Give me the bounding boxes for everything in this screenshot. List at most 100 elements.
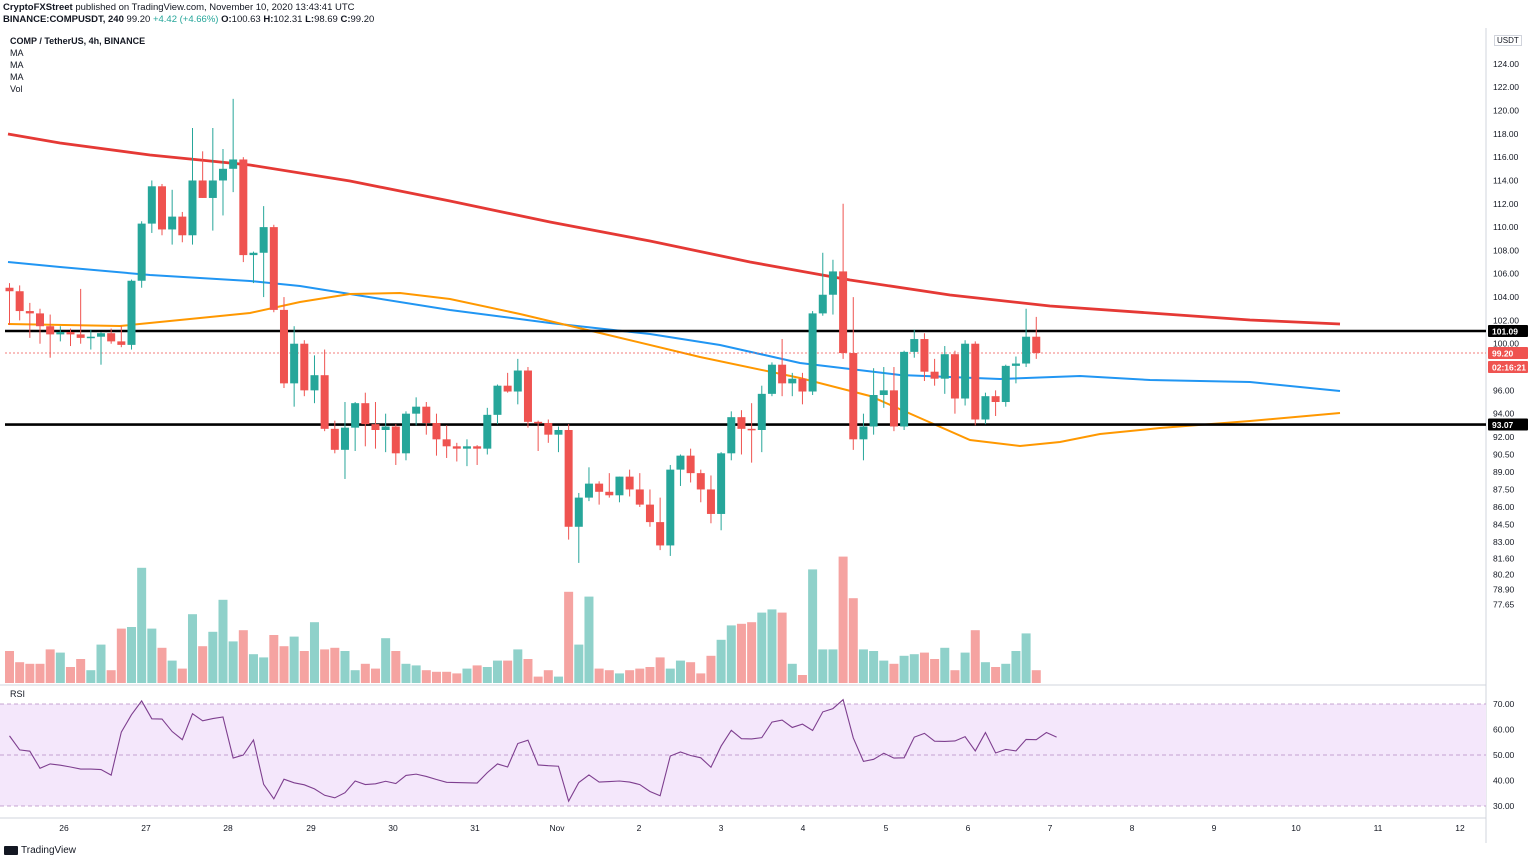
legend-vol[interactable]: Vol	[10, 84, 23, 94]
candle-body	[706, 489, 715, 514]
volume-bar	[950, 670, 960, 683]
price-tick: 102.00	[1493, 315, 1519, 325]
volume-bar	[187, 614, 197, 683]
rsi-line	[9, 698, 1057, 803]
support-resistance-lines	[5, 329, 1486, 426]
candle-body	[900, 351, 909, 427]
volume-bar	[665, 668, 675, 683]
candle-body	[249, 252, 258, 256]
time-tick: 5	[884, 823, 889, 833]
close-value: 99.20	[350, 14, 375, 25]
volume-bar	[604, 670, 614, 683]
candle-body	[300, 343, 309, 391]
volume-bar	[757, 612, 767, 683]
volume-bar	[391, 651, 401, 683]
candle-body	[46, 326, 55, 335]
volume-bar	[86, 670, 96, 683]
legend-ma-1[interactable]: MA	[10, 48, 24, 58]
candle-body	[96, 333, 105, 337]
low-label: L:	[305, 14, 315, 25]
ma-100-line	[7, 261, 1341, 392]
volume-bar	[228, 641, 238, 683]
candle-body	[198, 180, 207, 198]
rsi-label[interactable]: RSI	[10, 689, 26, 699]
legend-ma-3[interactable]: MA	[10, 72, 24, 82]
volume-bar	[716, 639, 726, 683]
volume-bar	[879, 660, 889, 683]
volume-bar	[238, 630, 248, 683]
price-tick: 110.00	[1493, 222, 1519, 232]
candle-body	[544, 422, 553, 435]
candle-body	[991, 396, 1000, 403]
price-badge-bg	[1488, 418, 1528, 431]
volume-bar	[574, 644, 584, 683]
currency-label[interactable]: USDT	[1494, 35, 1522, 46]
candle-body	[727, 417, 736, 454]
candle-body	[656, 522, 665, 546]
rsi-tick: 30.00	[1493, 801, 1515, 811]
volume-bar	[137, 567, 147, 683]
volume-bar	[808, 569, 818, 683]
candle-body	[920, 339, 929, 372]
volume-bar	[828, 649, 838, 683]
price-tick: 89.00	[1493, 467, 1515, 477]
price-tick: 108.00	[1493, 245, 1519, 255]
price-tick: 78.90	[1493, 585, 1515, 595]
time-tick: 3	[719, 823, 724, 833]
high-label: H:	[263, 14, 274, 25]
candle-body	[473, 446, 482, 449]
candle-body	[452, 446, 461, 449]
legend-pair[interactable]: COMP / TetherUS, 4h, BINANCE	[10, 36, 146, 46]
candle-body	[574, 497, 583, 527]
legend-ma-2[interactable]: MA	[10, 60, 24, 70]
volume-bar	[777, 612, 787, 683]
candle-body	[188, 180, 197, 236]
candle-body	[340, 427, 349, 450]
volume-bar	[899, 655, 909, 683]
candle-body	[625, 476, 634, 490]
price-tick: 116.00	[1493, 152, 1519, 162]
candle-body	[56, 332, 65, 335]
volume-bar	[167, 660, 177, 683]
time-tick: Nov	[549, 823, 565, 833]
ma-200-line	[7, 132, 1341, 326]
price-badges: 101.09 99.20 02:16:21 93.07	[1488, 325, 1528, 431]
price-badge-label: 02:16:21	[1492, 363, 1526, 373]
tradingview-brand: TradingView	[21, 845, 77, 856]
tradingview-logo[interactable]: TradingView	[4, 845, 76, 856]
open-label: O:	[221, 14, 232, 25]
publisher-name[interactable]: CryptoFXStreet	[3, 2, 73, 13]
volume-bar	[442, 671, 452, 683]
volume-bar	[248, 654, 258, 683]
candle-body	[788, 378, 797, 384]
time-tick: 4	[801, 823, 806, 833]
price-tick: 94.00	[1493, 409, 1515, 419]
candle-body	[564, 429, 573, 527]
candle-body	[635, 489, 644, 505]
volume-bar	[818, 649, 828, 683]
time-tick: 9	[1212, 823, 1217, 833]
volume-bar	[930, 659, 940, 683]
candle-body	[1011, 363, 1020, 366]
volume-bar	[736, 623, 746, 683]
volume-bar	[553, 676, 563, 683]
candle-body	[381, 426, 390, 430]
price-tick: 77.65	[1493, 599, 1515, 609]
volume-bar	[25, 663, 35, 683]
volume-bar	[45, 649, 55, 683]
candle-body	[879, 390, 888, 396]
price-badge-bg	[1488, 325, 1528, 337]
volume-bar	[147, 628, 157, 683]
published-text: published on TradingView.com, November 1…	[75, 2, 355, 13]
volume-bar	[1021, 633, 1031, 683]
candle-body	[1001, 365, 1010, 403]
candle-body	[808, 313, 817, 392]
volume-bar	[858, 649, 868, 683]
volume-bar	[889, 663, 899, 683]
volume-bar	[269, 635, 279, 683]
volume-bar	[1011, 651, 1021, 683]
rsi-band	[0, 703, 1486, 807]
time-tick: 31	[470, 823, 480, 833]
candle-body	[971, 343, 980, 420]
